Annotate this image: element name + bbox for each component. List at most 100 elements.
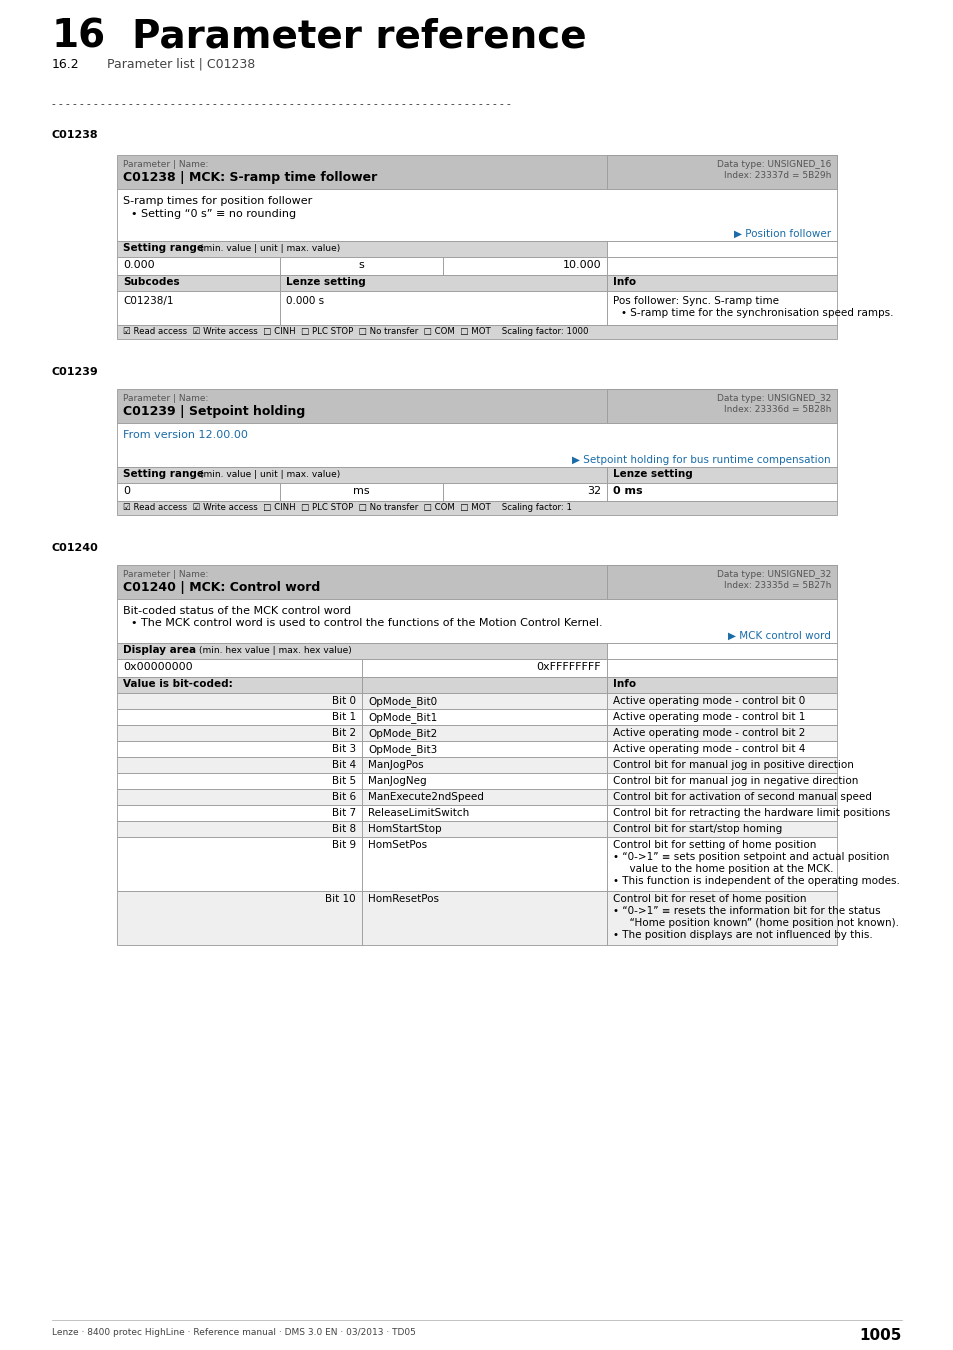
Bar [606,275,836,292]
Text: Parameter | Name:: Parameter | Name: [123,394,208,404]
Text: Control bit for manual jog in negative direction: Control bit for manual jog in negative d… [613,776,858,786]
Text: ☑ Read access  ☑ Write access  □ CINH  □ PLC STOP  □ No transfer  □ COM  □ MOT  : ☑ Read access ☑ Write access □ CINH □ PL… [123,327,588,336]
Text: (min. value | unit | max. value): (min. value | unit | max. value) [200,244,340,252]
Text: ▶ Position follower: ▶ Position follower [733,230,830,239]
Bar [606,467,836,483]
Bar [280,483,442,501]
Text: OpMode_Bit0: OpMode_Bit0 [368,697,436,707]
Text: “Home position known” (home position not known).: “Home position known” (home position not… [622,918,898,927]
Text: (min. hex value | max. hex value): (min. hex value | max. hex value) [199,647,352,655]
Bar [606,725,836,741]
Text: C01239: C01239 [52,367,99,377]
Bar [117,709,361,725]
Text: Active operating mode - control bit 0: Active operating mode - control bit 0 [613,697,804,706]
Text: HomResetPos: HomResetPos [368,894,438,904]
Bar [117,501,836,514]
Text: Parameter | Name:: Parameter | Name: [123,570,208,579]
Bar [442,483,606,501]
Text: Bit 10: Bit 10 [325,894,355,904]
Bar [117,256,280,275]
Text: Bit 3: Bit 3 [332,744,355,755]
Bar [606,837,836,891]
Bar [117,725,361,741]
Bar [361,891,606,945]
Bar [117,837,361,891]
Text: From version 12.00.00: From version 12.00.00 [123,431,248,440]
Bar [117,891,361,945]
Text: Bit-coded status of the MCK control word: Bit-coded status of the MCK control word [123,606,351,616]
Text: Bit 8: Bit 8 [332,824,355,834]
Text: Display area: Display area [123,645,196,655]
Bar [606,155,836,189]
Text: Data type: UNSIGNED_32: Data type: UNSIGNED_32 [716,570,830,579]
Text: s: s [357,261,363,270]
Text: HomStartStop: HomStartStop [368,824,441,834]
Text: Active operating mode - control bit 2: Active operating mode - control bit 2 [613,728,804,738]
Bar [606,566,836,599]
Bar [361,676,606,693]
Text: Parameter reference: Parameter reference [132,18,586,55]
Text: • This function is independent of the operating modes.: • This function is independent of the op… [613,876,899,886]
Bar [117,189,836,242]
Bar [117,292,280,325]
Text: • The MCK control word is used to control the functions of the Motion Control Ke: • The MCK control word is used to contro… [131,618,602,628]
Text: • The position displays are not influenced by this.: • The position displays are not influenc… [613,930,872,940]
Bar [361,741,606,757]
Bar [117,788,361,805]
Text: 32: 32 [586,486,600,495]
Bar [606,292,836,325]
Bar [361,757,606,774]
Text: ms: ms [353,486,369,495]
Text: C01240 | MCK: Control word: C01240 | MCK: Control word [123,580,320,594]
Bar [280,256,442,275]
Text: OpMode_Bit1: OpMode_Bit1 [368,711,436,722]
Bar [117,467,606,483]
Bar [117,242,606,256]
Text: Data type: UNSIGNED_32: Data type: UNSIGNED_32 [716,394,830,404]
Bar [117,325,836,339]
Text: Control bit for setting of home position: Control bit for setting of home position [613,840,816,850]
Bar [361,709,606,725]
Bar [606,693,836,709]
Text: 0x00000000: 0x00000000 [123,662,193,672]
Text: C01238/1: C01238/1 [123,296,173,306]
Bar [117,659,361,676]
Text: Info: Info [613,679,636,688]
Text: Parameter list | C01238: Parameter list | C01238 [107,58,255,72]
Text: Active operating mode - control bit 4: Active operating mode - control bit 4 [613,744,804,755]
Bar [117,566,836,599]
Bar [361,821,606,837]
Text: 16: 16 [52,18,106,55]
Text: Index: 23335d = 5B27h: Index: 23335d = 5B27h [723,580,830,590]
Text: Value is bit-coded:: Value is bit-coded: [123,679,233,688]
Text: ReleaseLimitSwitch: ReleaseLimitSwitch [368,809,469,818]
Text: • “0->1” ≡ resets the information bit for the status: • “0->1” ≡ resets the information bit fo… [613,906,880,917]
Bar [361,693,606,709]
Bar [606,805,836,821]
Text: 10.000: 10.000 [561,261,600,270]
Text: C01239 | Setpoint holding: C01239 | Setpoint holding [123,405,305,418]
Text: OpMode_Bit3: OpMode_Bit3 [368,744,436,755]
Bar [606,256,836,275]
Text: - - - - - - - - - - - - - - - - - - - - - - - - - - - - - - - - - - - - - - - - : - - - - - - - - - - - - - - - - - - - - … [52,99,514,109]
Bar [117,805,361,821]
Text: Pos follower: Sync. S-ramp time: Pos follower: Sync. S-ramp time [613,296,779,306]
Text: Setting range: Setting range [123,468,204,479]
Bar [117,155,836,189]
Bar [606,891,836,945]
Bar [361,788,606,805]
Bar [606,774,836,788]
Text: Bit 9: Bit 9 [332,840,355,850]
Bar [117,389,836,423]
Bar [361,837,606,891]
Text: ManJogPos: ManJogPos [368,760,423,770]
Text: Bit 1: Bit 1 [332,711,355,722]
Text: Index: 23337d = 5B29h: Index: 23337d = 5B29h [723,171,830,180]
Bar [606,483,836,501]
Bar [606,788,836,805]
Bar [280,292,606,325]
Text: Lenze setting: Lenze setting [613,468,692,479]
Text: Bit 0: Bit 0 [332,697,355,706]
Text: Active operating mode - control bit 1: Active operating mode - control bit 1 [613,711,804,722]
Text: Parameter | Name:: Parameter | Name: [123,161,208,169]
